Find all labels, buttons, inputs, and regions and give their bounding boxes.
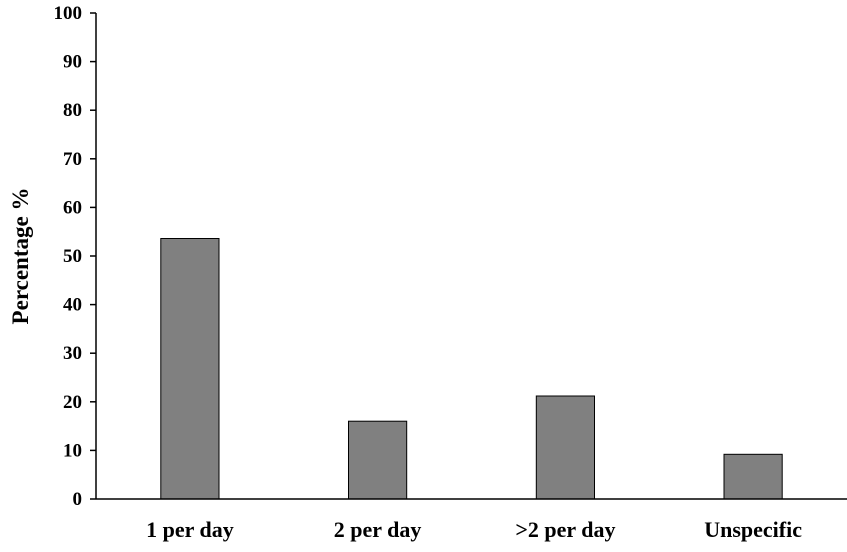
x-tick-label: Unspecific	[704, 517, 802, 542]
y-axis-ticks: 0 10 20 30 40 50 60 70 80 90 100	[54, 3, 96, 510]
x-tick-label: 1 per day	[146, 517, 234, 542]
bar-4	[723, 453, 783, 500]
x-axis-tick-labels: 1 per day 2 per day >2 per day Unspecific	[146, 517, 802, 542]
y-tick-label: 80	[63, 100, 82, 121]
bar-3	[535, 395, 595, 500]
x-tick-label: 2 per day	[334, 517, 422, 542]
y-tick-label: 30	[63, 343, 82, 364]
bar-2	[348, 420, 408, 500]
y-tick-label: 90	[63, 52, 82, 73]
y-tick-label: 100	[54, 3, 83, 24]
y-tick-label: 50	[63, 246, 82, 267]
y-tick-label: 40	[63, 295, 82, 316]
y-tick-label: 60	[63, 197, 82, 218]
bars	[160, 238, 783, 500]
y-axis-title: Percentage %	[8, 188, 33, 325]
x-tick-label: >2 per day	[515, 517, 615, 542]
y-tick-label: 20	[63, 392, 82, 413]
y-tick-label: 10	[63, 440, 82, 461]
bar-1	[160, 238, 220, 500]
y-tick-label: 70	[63, 149, 82, 170]
y-tick-label: 0	[73, 489, 83, 510]
